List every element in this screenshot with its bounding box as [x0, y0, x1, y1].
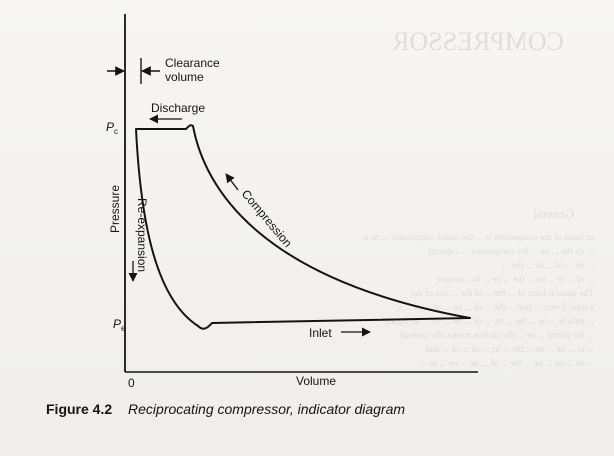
origin-label: 0 — [128, 376, 135, 390]
bleed-line: ... of ... re ... ne ... the ... ne ... … — [436, 274, 594, 285]
bleed-line: ... ne ... of ... ne ... the ... — [502, 260, 594, 271]
bleed-subheading: General — [532, 206, 574, 221]
compression-arrow — [225, 173, 239, 191]
bleed-line: ns basis of the compressor is ... the ra… — [362, 232, 594, 243]
pc-label: Pc — [106, 120, 118, 136]
figure-number: Figure 4.2 — [46, 401, 112, 417]
bleed-line: ... neticle ... ne ... the ... ny ... of… — [384, 316, 594, 327]
reexpansion-label: Re-expansion — [135, 198, 149, 272]
pe-label: Pe — [113, 317, 126, 333]
y-axis-label: Pressure — [108, 185, 122, 233]
discharge-label: Discharge — [151, 101, 205, 115]
bleed-line: The general form of ... the ... of the .… — [411, 288, 594, 299]
bleed-line: ... ne ... ne ... ne ... the ... of ... … — [420, 358, 594, 369]
bleed-line: a type. Every ... tion ... the ... of ..… — [396, 302, 594, 313]
figure-caption: Figure 4.2 Reciprocating compressor, ind… — [46, 401, 405, 417]
bleed-line: ... the piston ... ne ... the suction st… — [399, 331, 594, 341]
x-axis-label: Volume — [296, 374, 336, 388]
figure-caption-text: Reciprocating compressor, indicator diag… — [128, 401, 405, 417]
bleed-line: ... re ... ne ... ne ... the ... in ... … — [426, 344, 594, 355]
compression-label: Compression — [239, 187, 295, 250]
inlet-label: Inlet — [309, 326, 332, 340]
clearance-label-line2: volume — [165, 70, 204, 84]
bleed-line: ... ny the ... ne ... the compressor ...… — [427, 247, 594, 257]
bleed-through: COMPRESSOR General ns basis of the compr… — [362, 27, 594, 369]
bleed-heading: COMPRESSOR — [391, 27, 564, 56]
indicator-cycle-curve — [135, 124, 471, 330]
clearance-label-line1: Clearance — [165, 56, 220, 70]
